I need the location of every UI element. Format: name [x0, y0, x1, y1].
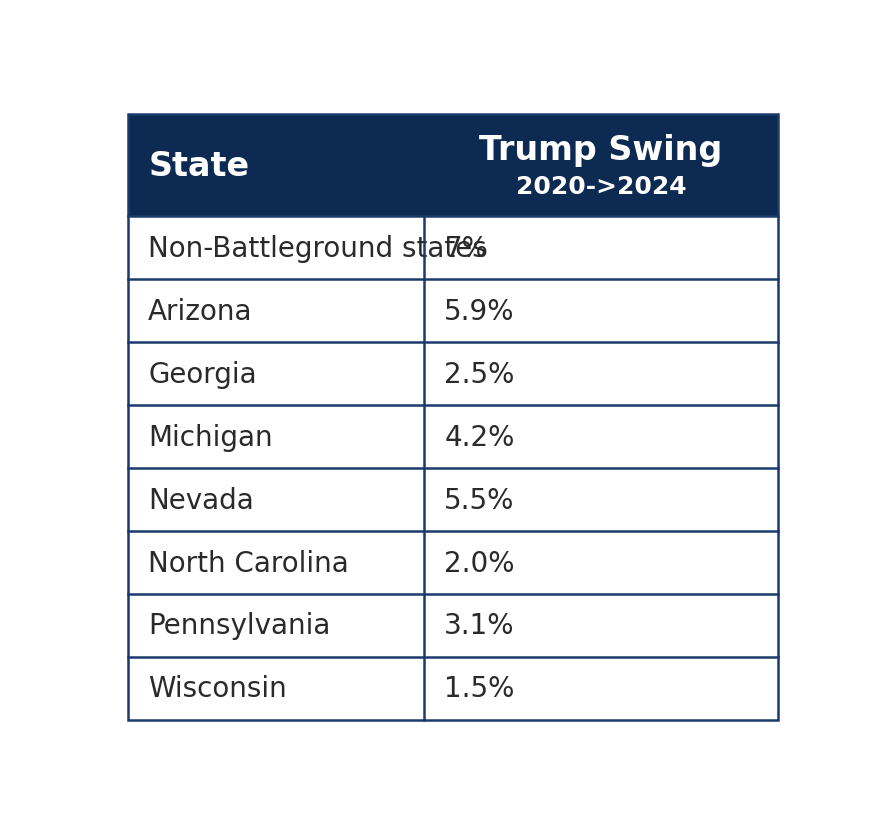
Text: 2.0%: 2.0%	[445, 549, 514, 576]
Text: 4.2%: 4.2%	[445, 423, 514, 451]
Bar	[127, 115, 779, 217]
Text: Trump Swing: Trump Swing	[479, 134, 723, 167]
Bar	[127, 405, 779, 468]
Bar	[127, 532, 779, 595]
Text: 5.9%: 5.9%	[445, 297, 514, 325]
Text: Wisconsin: Wisconsin	[149, 675, 287, 703]
Text: Nevada: Nevada	[149, 486, 254, 514]
Text: Pennsylvania: Pennsylvania	[149, 612, 331, 640]
Text: Michigan: Michigan	[149, 423, 273, 451]
Text: Arizona: Arizona	[149, 297, 253, 325]
Text: Georgia: Georgia	[149, 360, 257, 388]
Bar	[127, 657, 779, 720]
Text: Non-Battleground states: Non-Battleground states	[149, 234, 487, 262]
Text: 2020->2024: 2020->2024	[515, 174, 687, 198]
Bar	[127, 217, 779, 280]
Bar	[127, 280, 779, 342]
Text: 5.5%: 5.5%	[445, 486, 514, 514]
Text: 1.5%: 1.5%	[445, 675, 514, 703]
Text: State: State	[149, 150, 249, 183]
Bar	[127, 468, 779, 532]
Text: North Carolina: North Carolina	[149, 549, 349, 576]
Text: 2.5%: 2.5%	[445, 360, 514, 388]
Text: 3.1%: 3.1%	[445, 612, 514, 640]
Bar	[127, 595, 779, 657]
Bar	[127, 342, 779, 405]
Text: 7%: 7%	[445, 234, 488, 262]
